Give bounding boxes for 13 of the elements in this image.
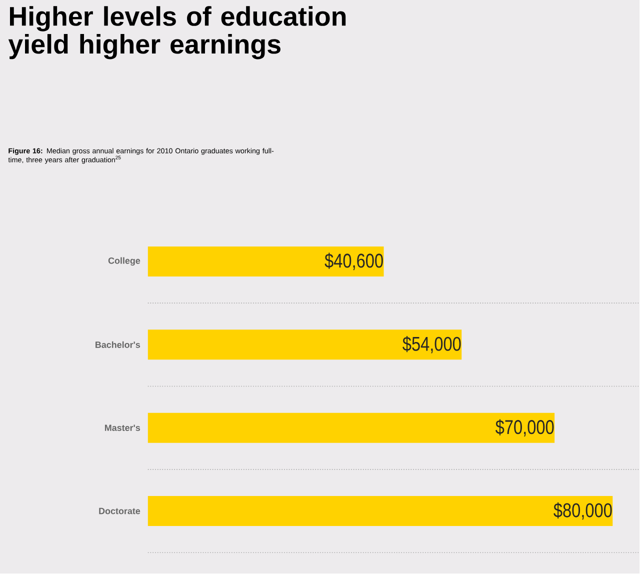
- data-label: $54,000: [402, 336, 461, 354]
- y-tick-label: Doctorate: [99, 508, 140, 514]
- chart-title: Higher levels of education yield higher earnings: [8, 6, 346, 60]
- y-tick-label: College: [108, 257, 140, 266]
- bar: [148, 413, 555, 444]
- bar: [148, 246, 384, 277]
- data-label: $70,000: [496, 419, 554, 437]
- bar: [148, 330, 462, 360]
- y-tick-label: Master's: [104, 424, 140, 432]
- data-label: $40,600: [324, 252, 383, 270]
- y-tick-label: Bachelor's: [96, 342, 140, 348]
- data-label: $80,000: [554, 502, 612, 520]
- bar: [148, 496, 613, 526]
